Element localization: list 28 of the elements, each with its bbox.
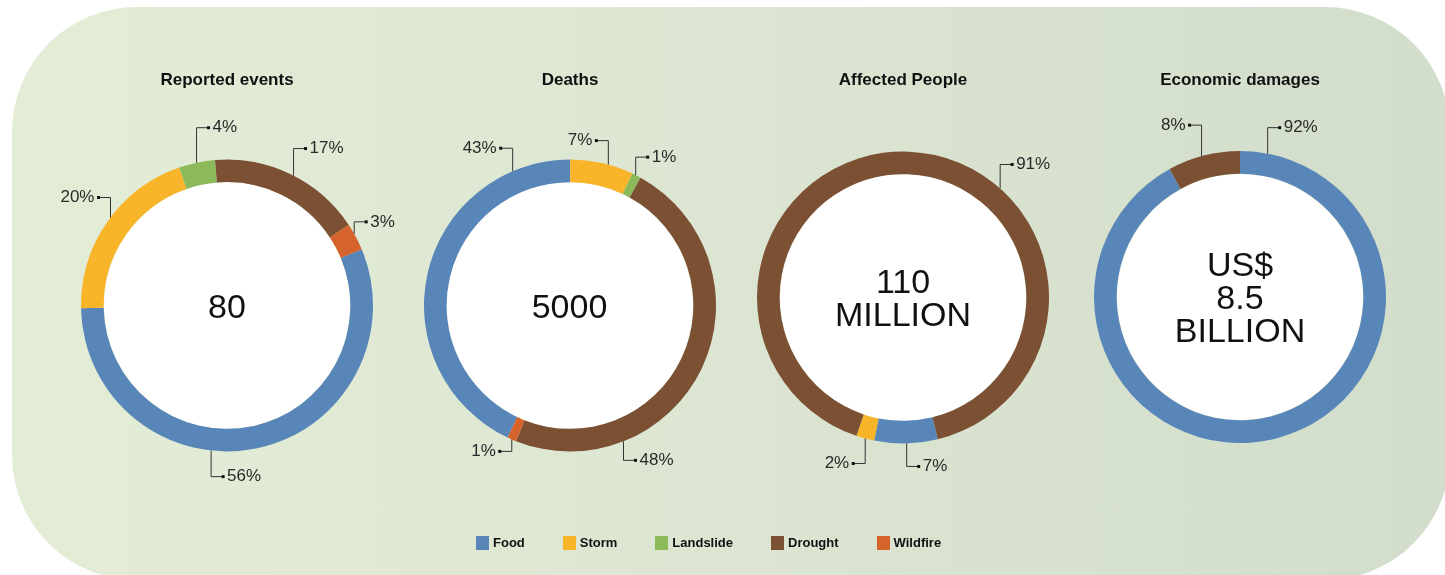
legend-label: Wildfire [893, 535, 942, 550]
data-label: 7% [922, 456, 948, 476]
data-label: 7% [567, 130, 592, 150]
data-label: 1% [651, 146, 676, 166]
text: US$ 8.5 BILLION [1174, 244, 1306, 349]
data-label: 20% [60, 187, 95, 207]
legend-label: Landslide [672, 535, 734, 550]
data-label: 1% [470, 441, 496, 461]
legend-label: Drought [788, 535, 839, 550]
legend-label: Food [493, 535, 525, 550]
data-label: 48% [639, 450, 674, 470]
data-label: 3% [370, 211, 395, 231]
data-label: 56% [227, 466, 262, 486]
legend-label: Storm [579, 535, 618, 550]
data-label: 4% [212, 117, 238, 137]
chart-title: Deaths [541, 69, 598, 89]
data-label: 43% [462, 137, 497, 157]
data-label: 8% [1160, 114, 1186, 134]
chart-title: Affected People [838, 69, 968, 89]
chart-title: Reported events [160, 69, 294, 89]
data-label: 2% [824, 453, 850, 473]
data-label: 91% [1016, 154, 1051, 174]
chart-title: Economic damages [1160, 69, 1320, 89]
data-label: 92% [1283, 117, 1318, 137]
text: 80 [208, 286, 246, 324]
data-label: 17% [309, 138, 344, 158]
text: 110 MILLION [834, 261, 972, 333]
text: 5000 [531, 286, 608, 324]
